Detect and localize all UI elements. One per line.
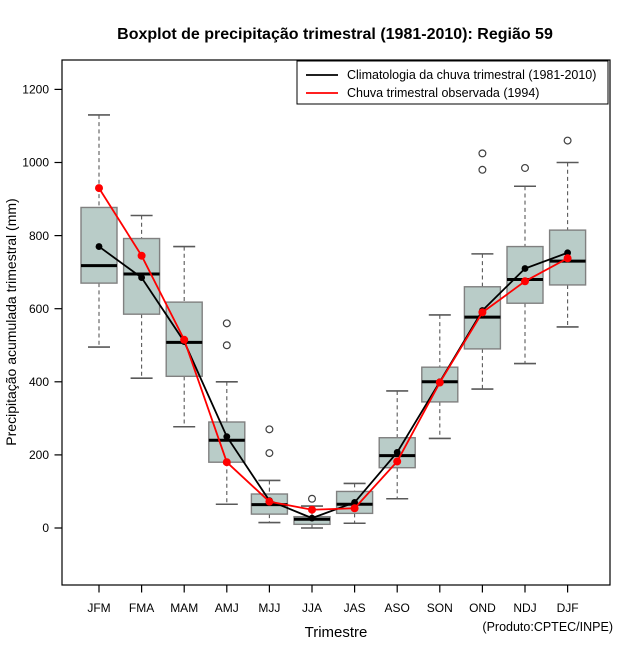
- outlier-point: [265, 449, 274, 458]
- x-tick-label: AMJ: [215, 601, 239, 615]
- observed-point: [265, 497, 274, 506]
- outlier-point: [563, 136, 572, 145]
- x-tick-label: JAS: [344, 601, 366, 615]
- y-tick-label: 600: [29, 302, 49, 316]
- observed-point: [393, 457, 402, 466]
- outlier-point: [308, 494, 317, 503]
- climatology-point: [351, 499, 358, 506]
- outlier-point: [478, 149, 487, 158]
- y-tick-label: 800: [29, 229, 49, 243]
- climatology-point: [308, 514, 316, 522]
- observed-point: [222, 458, 231, 467]
- legend: Climatologia da chuva trimestral (1981-2…: [296, 60, 609, 105]
- climatology-point: [564, 249, 571, 257]
- y-tick-label: 1200: [22, 83, 49, 97]
- observed-line: [98, 187, 569, 511]
- legend-label-observed: Chuva trimestral observada (1994): [347, 86, 539, 100]
- observed-point: [350, 504, 359, 513]
- y-tick-label: 400: [29, 375, 49, 389]
- climatology-point: [223, 433, 231, 441]
- x-tick-label: JFM: [87, 601, 110, 615]
- outlier-point: [222, 341, 231, 350]
- x-tick-label: MJJ: [258, 601, 280, 615]
- outlier-point: [222, 319, 231, 328]
- y-tick-label: 1000: [22, 156, 49, 170]
- x-tick-label: FMA: [129, 601, 154, 615]
- plot-border: [61, 59, 611, 586]
- y-tick-label: 0: [42, 521, 49, 535]
- legend-box: [296, 60, 609, 105]
- chart-title: Boxplot de precipitação trimestral (1981…: [117, 26, 553, 43]
- climatology-point: [138, 274, 146, 282]
- outlier-point: [478, 165, 487, 174]
- legend-label-climatology: Climatologia da chuva trimestral (1981-2…: [347, 68, 596, 82]
- product-footnote: (Produto:CPTEC/INPE): [482, 620, 613, 634]
- series-lines-layer: [95, 184, 572, 522]
- x-tick-label: OND: [469, 601, 496, 615]
- climatology-line: [98, 245, 568, 520]
- observed-point: [435, 378, 444, 387]
- x-tick-label: NDJ: [513, 601, 536, 615]
- x-tick-label: SON: [427, 601, 453, 615]
- observed-point: [95, 184, 103, 193]
- observed-point: [137, 251, 146, 260]
- boxplot-boxes-layer: [80, 114, 587, 529]
- x-tick-label: DJF: [557, 601, 579, 615]
- observed-point: [308, 505, 316, 514]
- observed-point: [563, 254, 572, 263]
- x-tick-label: ASO: [385, 601, 410, 615]
- x-axis-title: Trimestre: [305, 624, 368, 641]
- observed-point: [521, 277, 529, 286]
- climatology-point: [521, 265, 529, 272]
- x-axis: JFM FMA MAM AMJ MJJ JJA JAS ASO SON OND NDJ DJF: [87, 585, 579, 615]
- observed-point: [478, 308, 487, 317]
- outlier-point: [520, 163, 529, 172]
- x-tick-label: JJA: [302, 601, 322, 615]
- y-tick-label: 200: [29, 448, 49, 462]
- y-axis: 0 200 400 600 800 1000 1200: [22, 83, 62, 535]
- climatology-point: [393, 448, 401, 456]
- outlier-point: [265, 425, 274, 434]
- boxplot-box: [122, 237, 161, 315]
- climatology-point: [95, 243, 103, 250]
- x-tick-label: MAM: [170, 601, 198, 615]
- y-axis-title: Precipitação acumulada trimestral (mm): [3, 198, 19, 445]
- observed-point: [180, 335, 189, 344]
